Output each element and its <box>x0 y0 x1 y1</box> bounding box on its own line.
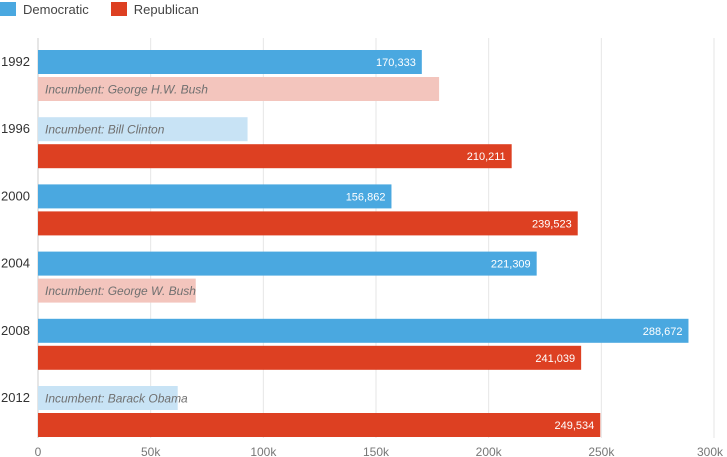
incumbent-label: Incumbent: George H.W. Bush <box>45 83 208 97</box>
data-label: 288,672 <box>643 326 683 338</box>
democratic-bar <box>38 184 392 209</box>
legend-swatch-republican <box>110 2 127 16</box>
republican-bar <box>38 345 582 370</box>
data-label: 221,309 <box>491 259 531 271</box>
legend-label-republican: Republican <box>133 1 199 17</box>
data-label: 249,534 <box>555 420 595 432</box>
data-label: 170,333 <box>376 57 416 69</box>
democratic-bar <box>38 318 689 343</box>
data-label: 210,211 <box>467 151 506 163</box>
democratic-bar <box>38 50 422 74</box>
category-label: 2004 <box>1 256 30 271</box>
category-label: 2012 <box>1 390 30 405</box>
legend-item-republican[interactable]: Republican <box>110 1 199 17</box>
legend: Democratic Republican <box>0 0 221 18</box>
x-tick-label: 50k <box>141 445 161 457</box>
incumbent-label: Incumbent: Barack Obama <box>45 392 188 406</box>
data-label: 156,862 <box>346 191 386 203</box>
legend-swatch-democratic <box>0 2 16 16</box>
republican-bar <box>38 77 440 101</box>
x-tick-label: 300k <box>697 445 724 457</box>
x-tick-label: 200k <box>476 445 503 457</box>
republican-bar <box>38 144 512 169</box>
republican-bar <box>38 413 601 437</box>
category-label: 2008 <box>1 323 30 338</box>
x-tick-label: 0 <box>35 445 42 457</box>
data-label: 239,523 <box>532 218 572 230</box>
incumbent-label: Incumbent: George W. Bush <box>45 284 196 298</box>
democratic-bar <box>38 117 248 142</box>
data-label: 241,039 <box>535 353 575 365</box>
category-label: 1996 <box>1 121 30 136</box>
x-tick-label: 100k <box>250 445 277 457</box>
x-tick-label: 250k <box>588 445 615 457</box>
category-label: 2000 <box>1 188 30 203</box>
legend-label-democratic: Democratic <box>23 1 89 17</box>
republican-bar <box>38 211 578 236</box>
legend-item-democratic[interactable]: Democratic <box>0 2 89 17</box>
democratic-bar <box>38 251 537 276</box>
democratic-bar <box>38 386 178 410</box>
x-tick-label: 150k <box>363 445 390 457</box>
incumbent-label: Incumbent: Bill Clinton <box>45 123 165 137</box>
category-label: 1992 <box>1 54 30 69</box>
republican-bar <box>38 278 196 303</box>
